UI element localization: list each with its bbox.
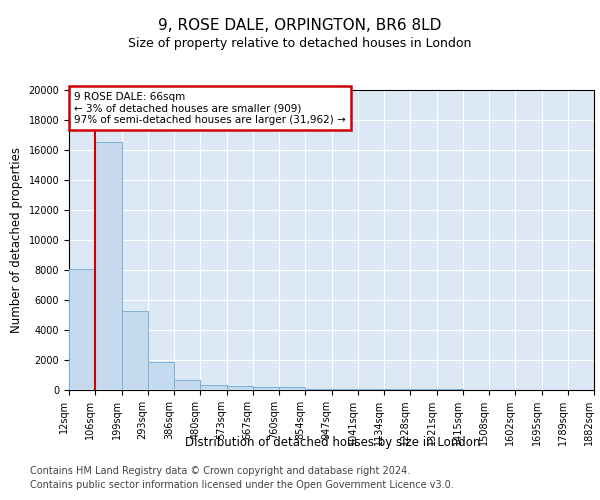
Bar (253, 387, 279, 390)
Bar (95, 142, 121, 390)
Text: Contains HM Land Registry data © Crown copyright and database right 2024.: Contains HM Land Registry data © Crown c… (30, 466, 410, 476)
Bar (174, 380, 200, 390)
Bar (305, 388, 331, 390)
Y-axis label: Number of detached properties: Number of detached properties (10, 147, 23, 333)
Bar (331, 389, 358, 390)
Text: Size of property relative to detached houses in London: Size of property relative to detached ho… (128, 38, 472, 51)
Bar (121, 310, 148, 390)
Text: Distribution of detached houses by size in London: Distribution of detached houses by size … (185, 436, 481, 449)
Text: 9 ROSE DALE: 66sqm
← 3% of detached houses are smaller (909)
97% of semi-detache: 9 ROSE DALE: 66sqm ← 3% of detached hous… (74, 92, 346, 124)
Bar (200, 385, 227, 390)
Text: Contains public sector information licensed under the Open Government Licence v3: Contains public sector information licen… (30, 480, 454, 490)
Bar (69, 268, 95, 390)
Bar (227, 386, 253, 390)
Bar (384, 389, 410, 390)
Text: 9, ROSE DALE, ORPINGTON, BR6 8LD: 9, ROSE DALE, ORPINGTON, BR6 8LD (158, 18, 442, 32)
Bar (279, 387, 305, 390)
Bar (358, 389, 384, 390)
Bar (148, 362, 174, 390)
